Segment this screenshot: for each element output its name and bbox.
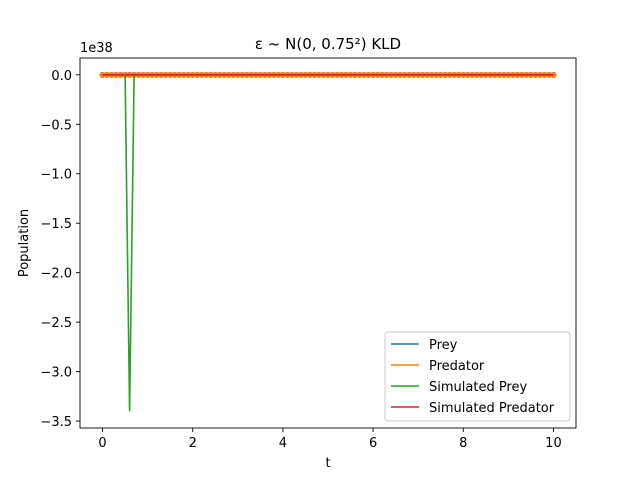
y-tick-label: 0.0 — [51, 69, 72, 84]
legend-box — [384, 331, 571, 422]
series-markers-predator — [99, 71, 557, 78]
chart-title: ε ~ N(0, 0.75²) KLD — [255, 35, 401, 53]
x-tick-label: 10 — [545, 436, 562, 451]
y-axis-label: Population — [17, 209, 32, 277]
legend-label: Simulated Prey — [429, 380, 527, 395]
series-layer — [99, 71, 557, 412]
x-axis-label: t — [325, 456, 330, 471]
y-tick-label: −0.5 — [40, 118, 72, 133]
plot-frame — [79, 57, 577, 429]
x-tick-label: 2 — [189, 436, 197, 451]
legend: Prey Predator Simulated Prey Simulated Pred… — [384, 331, 571, 422]
legend-label: Simulated Predator — [429, 401, 555, 416]
y-tick-label: −1.5 — [40, 217, 72, 232]
y-tick-label: −2.0 — [40, 267, 72, 282]
x-tick-label: 4 — [279, 436, 287, 451]
x-axis: 0 2 4 6 8 10 — [98, 428, 562, 451]
y-axis: 0.0 −0.5 −1.0 −1.5 −2.0 −2.5 −3.0 −3.5 — [40, 69, 80, 430]
y-tick-label: −3.0 — [40, 366, 72, 381]
x-tick-label: 8 — [459, 436, 467, 451]
legend-items: Prey Predator Simulated Prey Simulated Pred… — [391, 338, 555, 416]
y-offset-text: 1e38 — [80, 41, 113, 56]
y-tick-label: −3.5 — [40, 415, 72, 430]
x-tick-label: 6 — [369, 436, 377, 451]
legend-label: Prey — [429, 338, 458, 353]
legend-label: Predator — [429, 359, 485, 374]
x-tick-label: 0 — [98, 436, 106, 451]
y-tick-label: −1.0 — [40, 168, 72, 183]
y-tick-label: −2.5 — [40, 316, 72, 331]
